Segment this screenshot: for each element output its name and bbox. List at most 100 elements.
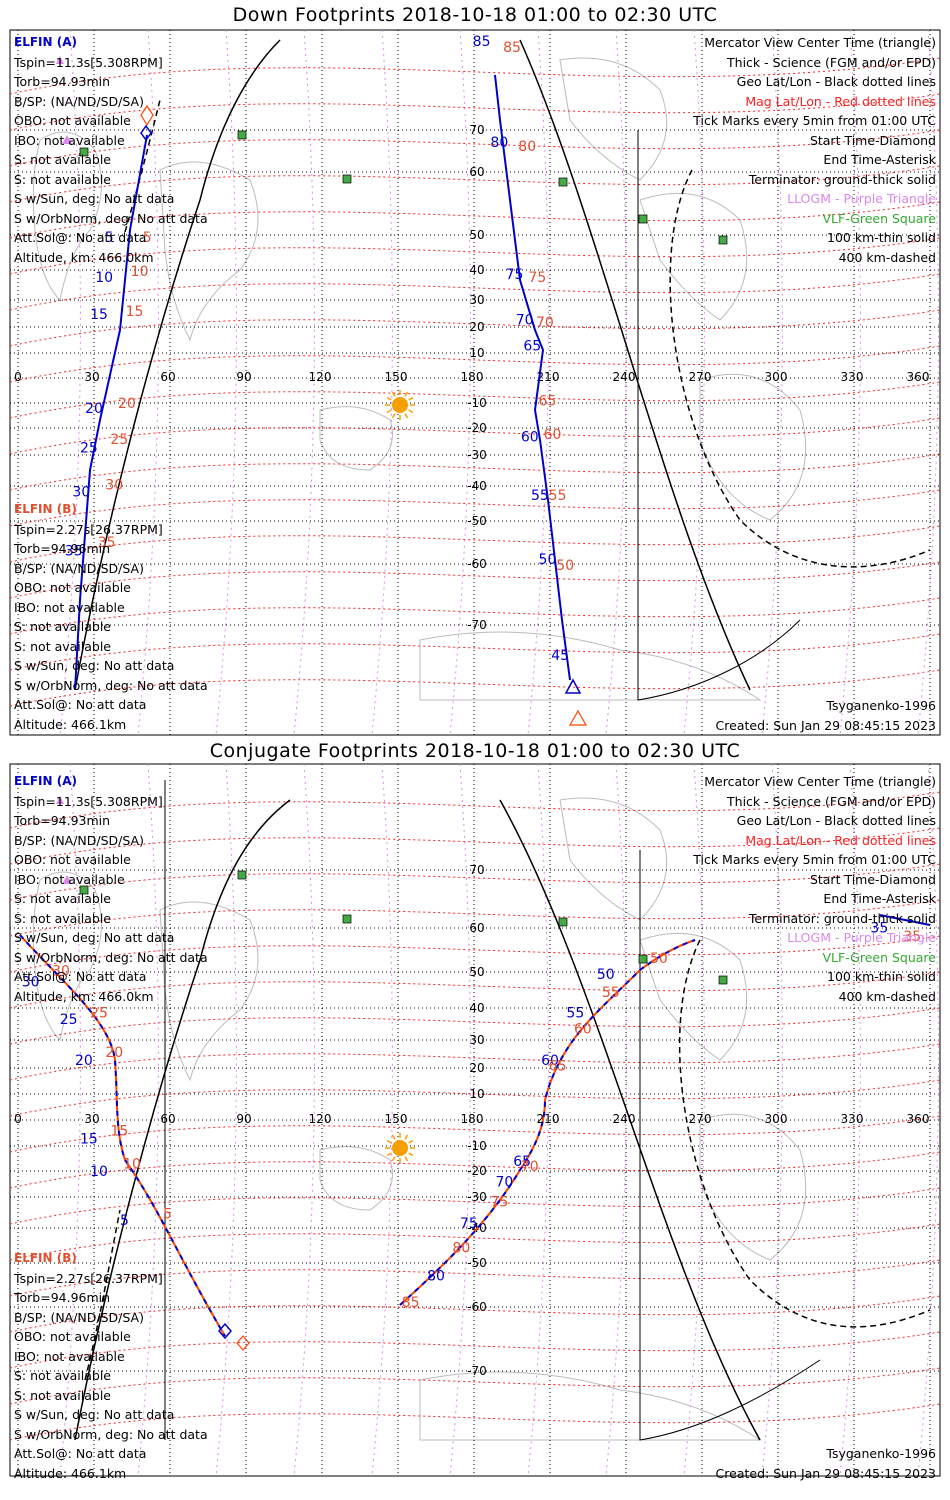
time-tick-label: 30 bbox=[52, 964, 70, 980]
center-triangle bbox=[564, 678, 582, 694]
terminator-line bbox=[124, 99, 161, 233]
terminator-line bbox=[669, 169, 931, 568]
x-tick-label: 180 bbox=[461, 1112, 484, 1126]
legend-line: Start Time-Diamond bbox=[809, 132, 936, 148]
time-tick-label: 50 bbox=[556, 558, 574, 574]
vlf-station-marker bbox=[237, 130, 247, 140]
terminator-line bbox=[84, 1209, 121, 1381]
mag-lat-line bbox=[9, 633, 941, 671]
mag-lat-line bbox=[9, 827, 941, 865]
vlf-station-marker bbox=[558, 917, 568, 927]
y-tick-label: 70 bbox=[469, 863, 484, 877]
legend-line: Start Time-Diamond bbox=[809, 871, 936, 887]
sun-ray bbox=[386, 1139, 392, 1144]
llogm-triangle bbox=[62, 135, 72, 144]
info-line: S w/OrbNorm, deg: No att data bbox=[14, 949, 208, 965]
info-line: Torb=94.93min bbox=[14, 74, 111, 89]
elfin-a-track bbox=[494, 74, 571, 681]
time-tick-label: 10 bbox=[90, 1164, 108, 1180]
mag-lat-line bbox=[9, 1367, 941, 1405]
time-tick-label: 10 bbox=[95, 270, 113, 286]
mag-lat-line bbox=[9, 971, 941, 1009]
mag-lat-line bbox=[9, 129, 941, 167]
time-tick-label: 70 bbox=[495, 1175, 513, 1191]
sun-ray bbox=[386, 409, 392, 414]
x-tick-label: 90 bbox=[236, 1112, 251, 1126]
info-line: S w/OrbNorm, deg: No att data bbox=[14, 677, 208, 693]
terminator-line bbox=[499, 799, 761, 1441]
y-tick-label: 20 bbox=[469, 1061, 484, 1075]
y-tick-label: 50 bbox=[469, 965, 484, 979]
terminator-line bbox=[639, 850, 821, 1441]
info-line: Altitude: 466.1km bbox=[14, 1465, 127, 1481]
time-tick-label: 55 bbox=[531, 488, 549, 504]
time-tick-label: 50 bbox=[597, 967, 615, 983]
start-diamond bbox=[140, 104, 154, 127]
time-tick-label: 70 bbox=[536, 315, 554, 331]
vlf-station-marker bbox=[718, 235, 728, 245]
info-line: B/SP: (NA/ND/SD/SA) bbox=[14, 1309, 144, 1325]
x-tick-label: 300 bbox=[765, 1112, 788, 1126]
info-line: S: not available bbox=[14, 152, 111, 167]
legend-line: Terminator: ground-thick solid bbox=[748, 910, 936, 926]
legend: Mercator View Center Time (triangle) Thic… bbox=[693, 33, 936, 267]
sun-ray bbox=[404, 391, 409, 397]
info-line: Tspin=11.3s[5.308RPM] bbox=[14, 54, 163, 70]
elfin-a-track bbox=[399, 939, 696, 1306]
footer-created: Created: Sun Jan 29 08:45:15 2023 bbox=[715, 1466, 936, 1481]
info-line: S: not available bbox=[14, 910, 111, 926]
elfin-a-label: ELFIN (A) bbox=[14, 774, 77, 788]
time-tick-label: 20 bbox=[118, 396, 136, 412]
start-diamond bbox=[218, 1322, 232, 1340]
y-tick-label: -20 bbox=[467, 421, 487, 435]
elfin-b-label: ELFIN (B) bbox=[14, 1251, 77, 1265]
legend-line: Geo Lat/Lon - Black dotted lines bbox=[736, 813, 936, 828]
time-tick-label: 20 bbox=[75, 1053, 93, 1069]
mag-lat-line bbox=[9, 57, 941, 95]
mag-lat-line bbox=[9, 1223, 941, 1261]
mag-lat-line bbox=[9, 165, 941, 203]
time-tick-label: 20 bbox=[105, 1045, 123, 1061]
y-tick-label: -60 bbox=[467, 1300, 487, 1314]
x-tick-label: 150 bbox=[385, 1112, 408, 1126]
llogm-triangle bbox=[56, 56, 64, 64]
time-tick-label: 25 bbox=[110, 432, 128, 448]
continent-outline bbox=[699, 1113, 807, 1261]
info-line: B/SP: (NA/ND/SD/SA) bbox=[14, 832, 144, 848]
time-tick-label: 65 bbox=[513, 1154, 531, 1170]
sun-ray bbox=[386, 396, 392, 401]
time-tick-label: 70 bbox=[516, 312, 534, 328]
x-tick-label: 270 bbox=[689, 1112, 712, 1126]
time-tick-label: 75 bbox=[490, 1194, 508, 1210]
time-tick-label: 80 bbox=[490, 135, 508, 151]
elfin-a-lines: Tspin=11.3s[5.308RPM] Torb=94.93min B/SP: … bbox=[14, 792, 208, 1007]
time-tick-label: 35 bbox=[98, 535, 116, 551]
x-tick-label: 60 bbox=[160, 1112, 175, 1126]
time-tick-label: 85 bbox=[473, 34, 491, 50]
continent-outline bbox=[419, 1371, 762, 1441]
time-tick-label: 15 bbox=[80, 1131, 98, 1147]
panel-title: Conjugate Footprints 2018-10-18 01:00 to… bbox=[209, 740, 741, 762]
info-line: Torb=94.96min bbox=[14, 1290, 111, 1305]
info-line: Torb=94.96min bbox=[14, 541, 111, 556]
time-tick-label: 60 bbox=[521, 430, 539, 446]
legend-line: 100 km-thin solid bbox=[827, 230, 936, 245]
y-tick-label: 20 bbox=[469, 320, 484, 334]
mag-lat-line bbox=[9, 935, 941, 973]
mag-lat-line bbox=[9, 597, 941, 635]
info-line: IBO: not available bbox=[14, 1348, 125, 1364]
info-line: IBO: not available bbox=[14, 132, 125, 148]
time-tick-label: 5 bbox=[143, 230, 152, 246]
time-tick-label: 25 bbox=[90, 1006, 108, 1022]
time-tick-label: 15 bbox=[90, 307, 108, 323]
time-tick-label: 85 bbox=[402, 1295, 420, 1311]
legend-line: Terminator: ground-thick solid bbox=[748, 171, 936, 187]
x-tick-label: 300 bbox=[765, 370, 788, 384]
legend-line: Tick Marks every 5min from 01:00 UTC bbox=[693, 852, 936, 867]
mag-lat-line bbox=[9, 273, 941, 311]
sun-ray bbox=[404, 413, 409, 419]
legend-line: VLF-Green Square bbox=[822, 949, 936, 965]
vlf-station-marker bbox=[342, 914, 352, 924]
info-line: B/SP: (NA/ND/SD/SA) bbox=[14, 93, 144, 109]
y-tick-label: -50 bbox=[467, 514, 487, 528]
